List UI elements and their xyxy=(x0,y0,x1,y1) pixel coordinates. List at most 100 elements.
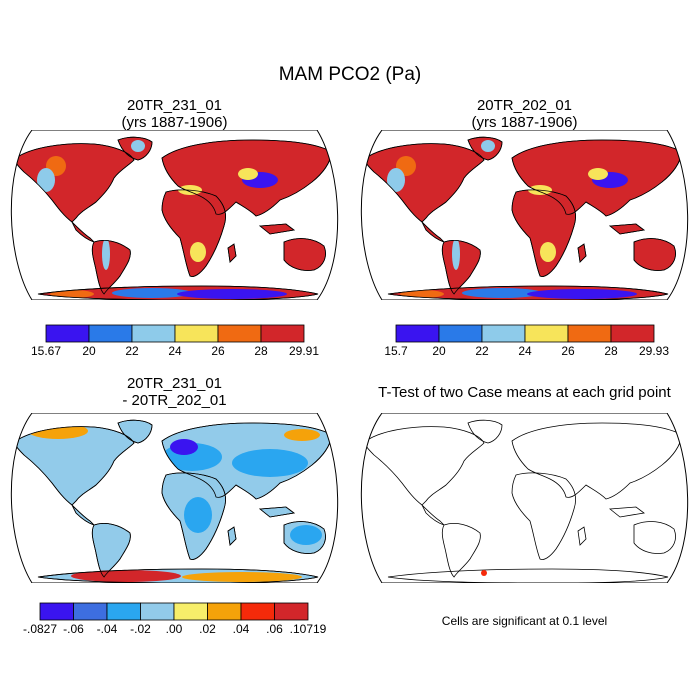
field-region xyxy=(131,140,145,152)
colorbar-label: 26 xyxy=(561,344,575,358)
colorbar-box xyxy=(45,324,90,343)
field-region xyxy=(400,290,444,298)
panel1-title: 20TR_231_01 (yrs 1887-1906) xyxy=(2,97,347,131)
colorbar-label: -.04 xyxy=(97,622,118,636)
panel4-title-line1: T-Test of two Case means at each grid po… xyxy=(378,384,671,401)
colorbar-box xyxy=(610,324,655,343)
colorbar-label: 26 xyxy=(211,344,225,358)
colorbar-label: -.06 xyxy=(63,622,84,636)
landmass-indonesia xyxy=(608,506,645,518)
colorbar-label: 29.91 xyxy=(289,344,319,358)
panel3-title-line2: - 20TR_202_01 xyxy=(122,392,227,409)
panel2-title-line1: 20TR_202_01 xyxy=(476,97,573,114)
colorbar-label: 24 xyxy=(168,344,182,358)
world-map xyxy=(360,130,689,300)
colorbar: 15.67 20 22 24 26 28 29.91 xyxy=(31,324,319,358)
panel3-title: 20TR_231_01 - 20TR_202_01 xyxy=(2,375,347,409)
figure-title: MAM PCO2 (Pa) xyxy=(278,64,422,85)
map-outline xyxy=(360,413,689,583)
panel3-title-line1: 20TR_231_01 xyxy=(126,375,223,392)
field-region xyxy=(190,242,206,262)
field-region xyxy=(238,168,258,180)
field-region xyxy=(588,168,608,180)
landmass-greenland xyxy=(467,419,503,444)
colorbar-box xyxy=(260,324,305,343)
colorbar-box xyxy=(140,602,175,621)
colorbar-box xyxy=(274,602,309,621)
colorbar-box xyxy=(39,602,74,621)
colorbar-box xyxy=(524,324,569,343)
panel4-title: T-Test of two Case means at each grid po… xyxy=(352,384,697,401)
colorbar-label: .00 xyxy=(166,622,183,636)
colorbar-box xyxy=(106,602,141,621)
map-outline xyxy=(10,413,339,583)
colorbar-box xyxy=(88,324,133,343)
colorbar-box xyxy=(438,324,483,343)
world-map xyxy=(10,413,339,583)
map-panel-1 xyxy=(2,130,347,300)
colorbar-label: 20 xyxy=(82,344,96,358)
colorbar-panel-2: 15.7 20 22 24 26 28 29.93 xyxy=(384,324,669,359)
ttest-significance-note: Cells are significant at 0.1 level xyxy=(441,614,608,628)
map-panel-2 xyxy=(352,130,697,300)
field-region xyxy=(71,570,181,582)
world-map xyxy=(360,413,689,583)
significant-cell xyxy=(481,570,487,576)
panel1-title-line2: (yrs 1887-1906) xyxy=(121,114,228,131)
landmass-samerica xyxy=(441,523,481,578)
panel2-title: 20TR_202_01 (yrs 1887-1906) xyxy=(352,97,697,131)
field-region xyxy=(177,289,287,299)
field-region xyxy=(284,429,320,441)
colorbar-label: .02 xyxy=(199,622,216,636)
field-region xyxy=(102,238,110,270)
field-region xyxy=(184,497,212,533)
landmass-namerica xyxy=(365,426,485,506)
colorbar-label: 24 xyxy=(518,344,532,358)
colorbar-box xyxy=(395,324,440,343)
map-panel-4 xyxy=(352,413,697,583)
colorbar-box xyxy=(481,324,526,343)
colorbar-box xyxy=(174,324,219,343)
landmass-africa xyxy=(511,472,576,560)
landmass-australia xyxy=(633,521,676,554)
panel1-title-line1: 20TR_231_01 xyxy=(126,97,223,114)
colorbar-box xyxy=(131,324,176,343)
colorbar-label: -.0827 xyxy=(23,622,57,636)
colorbar-box xyxy=(73,602,108,621)
colorbar-label: .06 xyxy=(266,622,283,636)
field-region xyxy=(481,140,495,152)
landmass-antarctica xyxy=(387,568,669,583)
map-outline xyxy=(360,130,689,300)
field-region xyxy=(50,290,94,298)
field-region xyxy=(387,168,405,192)
world-map xyxy=(10,130,339,300)
field-region xyxy=(540,242,556,262)
field-region xyxy=(182,572,302,582)
landmass-madagascar xyxy=(577,526,587,546)
colorbar-box xyxy=(207,602,242,621)
field-region xyxy=(527,289,637,299)
field-region xyxy=(232,449,308,477)
map-outline xyxy=(10,130,339,300)
colorbar-box xyxy=(217,324,262,343)
field-region xyxy=(452,238,460,270)
field-region xyxy=(462,288,542,298)
field-region xyxy=(170,439,198,455)
colorbar-box xyxy=(173,602,208,621)
panel2-title-line2: (yrs 1887-1906) xyxy=(471,114,578,131)
colorbar-panel-1: 15.67 20 22 24 26 28 29.91 xyxy=(31,324,319,359)
colorbar: 15.7 20 22 24 26 28 29.93 xyxy=(384,324,669,358)
colorbar-label: 22 xyxy=(125,344,139,358)
field-region xyxy=(290,525,322,545)
colorbar-label: 15.7 xyxy=(384,344,408,358)
colorbar-panel-3: -.0827 -.06 -.04 -.02 .00 .02 .04 .06 .10719 xyxy=(23,602,327,637)
colorbar-label: 29.93 xyxy=(639,344,669,358)
colorbar-label: .04 xyxy=(233,622,250,636)
landmass-eurasia xyxy=(511,422,683,500)
colorbar-label: 28 xyxy=(604,344,618,358)
colorbar-box xyxy=(240,602,275,621)
field-region xyxy=(37,168,55,192)
colorbar-label: 20 xyxy=(432,344,446,358)
colorbar-label: .10719 xyxy=(290,622,327,636)
colorbar-box xyxy=(567,324,612,343)
